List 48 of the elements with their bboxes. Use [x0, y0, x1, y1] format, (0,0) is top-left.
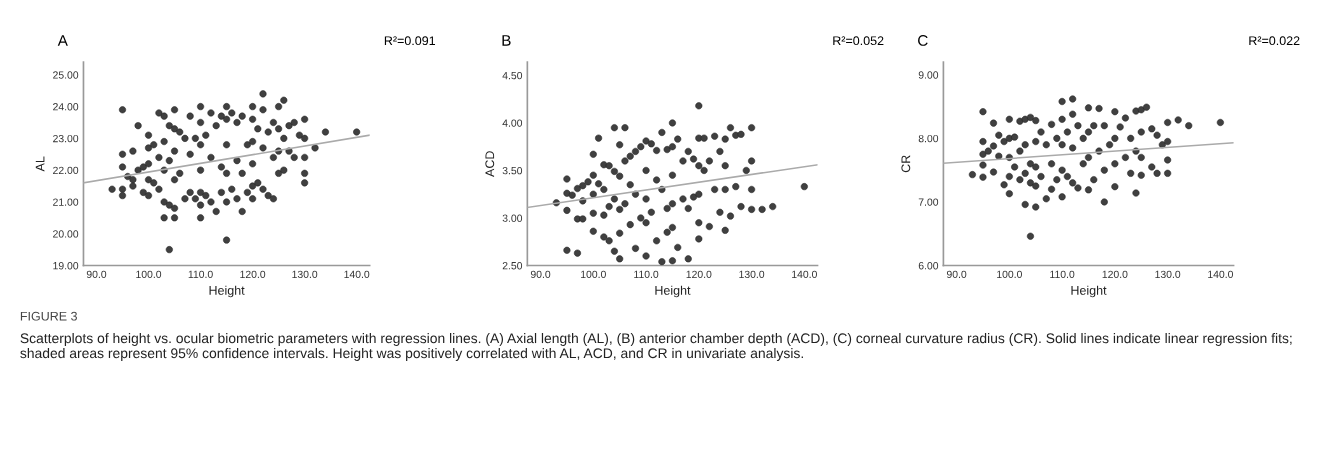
- text: R²=0.052: [833, 36, 884, 46]
- x-tick-label: 90.0: [946, 270, 967, 279]
- y-tick-label: 4.50: [502, 71, 523, 80]
- x-tick-label: 130.0: [739, 270, 765, 279]
- x-tick-label: 90.0: [86, 270, 107, 279]
- x-tick-label: 140.0: [1208, 270, 1234, 279]
- y-tick-label: 20.00: [53, 230, 79, 238]
- x-tick-label: 140.0: [344, 270, 370, 279]
- x-tick-label: 110.0: [1050, 270, 1075, 279]
- x-axis-title: Height: [1071, 285, 1107, 298]
- y-tick-label: 3.00: [502, 214, 523, 222]
- y-tick-label: 6.00: [918, 262, 939, 270]
- y-tick-label: 24.00: [53, 103, 79, 111]
- y-tick-label: 21.00: [53, 198, 79, 206]
- x-tick-label: 130.0: [292, 270, 318, 279]
- y-axis-title: ACD: [485, 151, 495, 177]
- y-tick-label: 22.00: [53, 166, 79, 175]
- chart-title: B: [502, 35, 511, 46]
- x-tick-label: 140.0: [792, 270, 817, 279]
- y-tick-label: 7.00: [918, 198, 939, 206]
- text: R²=0.022: [1249, 36, 1300, 46]
- chart-title: C: [918, 35, 928, 46]
- x-tick-label: 100.0: [997, 270, 1022, 279]
- y-tick-label: 8.00: [918, 134, 939, 143]
- x-tick-label: 120.0: [686, 270, 712, 279]
- x-tick-label: 110.0: [188, 270, 213, 279]
- x-tick-label: 130.0: [1155, 270, 1181, 279]
- x-tick-label: 100.0: [581, 270, 606, 279]
- y-tick-label: 9.00: [918, 71, 939, 79]
- text: Scatterplots of height vs. ocular biometric parameters with regression lines. (A) Axial length (AL), (B) anterior chamber depth (ACD), (C) corneal curvature radius (CR). Solid lines indicate linear regression fits; shaded areas represent 95% confidence intervals. Height was positively correlated with AL, ACD, and CR in univariate analysis.: [20, 333, 1292, 361]
- x-axis-title: Height: [209, 285, 245, 298]
- y-tick-label: 4.00: [502, 119, 523, 127]
- chart-title: A: [57, 35, 68, 46]
- y-axis-title: AL: [35, 156, 45, 172]
- y-tick-label: 2.50: [502, 262, 523, 270]
- text: FIGURE 3: [20, 311, 77, 321]
- x-tick-label: 110.0: [634, 270, 659, 279]
- x-axis-title: Height: [655, 285, 691, 298]
- y-tick-label: 23.00: [53, 134, 79, 143]
- x-tick-label: 90.0: [530, 270, 551, 279]
- text: R²=0.091: [384, 36, 436, 46]
- y-tick-label: 19.00: [53, 262, 79, 270]
- y-tick-label: 25.00: [53, 71, 79, 79]
- x-tick-label: 120.0: [1102, 270, 1128, 279]
- x-tick-label: 120.0: [240, 270, 266, 279]
- y-tick-label: 3.50: [502, 166, 523, 175]
- x-tick-label: 100.0: [136, 270, 162, 279]
- y-axis-title: CR: [901, 155, 911, 173]
